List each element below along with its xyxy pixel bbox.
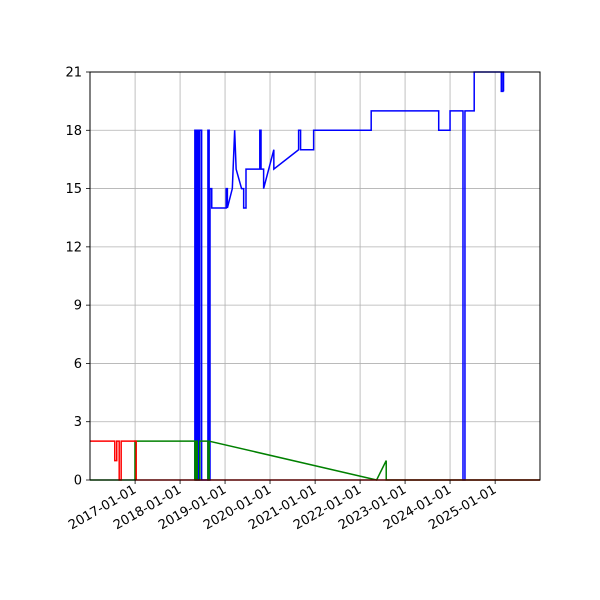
series-line-1 <box>194 71 505 481</box>
y-tick-label: 18 <box>65 124 82 139</box>
y-tick-label: 6 <box>74 357 82 372</box>
y-tick-label: 21 <box>65 66 82 81</box>
y-tick-label: 12 <box>65 240 82 255</box>
y-tick-label: 3 <box>74 415 82 430</box>
axes: 0369121518212017-01-012018-01-012019-01-… <box>65 66 499 534</box>
y-tick-label: 15 <box>65 182 82 197</box>
grid-lines <box>90 71 540 481</box>
y-tick-label: 0 <box>74 474 82 489</box>
y-tick-label: 9 <box>74 299 82 314</box>
